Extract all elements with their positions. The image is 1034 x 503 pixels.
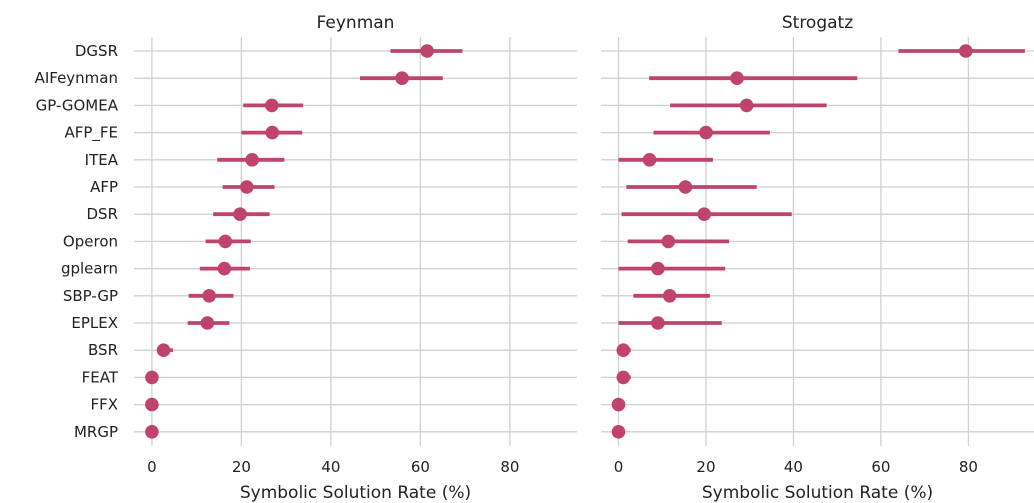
point-strogatz-bsr (616, 343, 631, 358)
point-strogatz-eplex (651, 316, 665, 330)
point-feynman-gplearn (217, 261, 232, 276)
x-tick-label-0: 0 (614, 458, 624, 476)
point-strogatz-aifeynman (730, 71, 744, 85)
x-tick-label-0: 0 (147, 458, 157, 476)
point-strogatz-dgsr (958, 44, 973, 58)
point-feynman-itea (245, 153, 259, 167)
point-strogatz-afp-fe (699, 125, 713, 140)
point-feynman-aifeynman (395, 71, 409, 85)
point-feynman-feat (145, 370, 159, 385)
category-labels: DGSR AIFeynman GP-GOMEA AFP_FE ITEA AFP DSR Ope… (35, 42, 119, 441)
point-strogatz-afp (678, 180, 693, 194)
point-feynman-sbp-gp (202, 289, 216, 303)
panel-strogatz: Strogatz 0 20 40 60 80 Symbolic Solution Rat… (601, 13, 1034, 503)
point-feynman-dgsr (420, 44, 434, 58)
point-strogatz-ffx (611, 397, 626, 412)
point-strogatz-sbp-gp (662, 289, 677, 303)
panel-feynman: Feynman DGSR AIFeynman GP-GOMEA AFP_FE ITEA A… (35, 13, 577, 503)
category-label-bsr: BSR (88, 341, 118, 359)
category-label-itea: ITEA (85, 151, 119, 169)
data-marks (611, 44, 1025, 439)
point-feynman-eplex (200, 316, 215, 330)
point-feynman-afp (239, 180, 254, 194)
x-tick-label-40: 40 (321, 458, 340, 476)
category-label-gp-gomea: GP-GOMEA (36, 96, 119, 114)
x-tick-label-80: 80 (959, 458, 978, 476)
point-feynman-dsr (233, 207, 247, 221)
panel-title-feynman: Feynman (317, 13, 395, 33)
x-tick-label-80: 80 (500, 458, 519, 476)
x-tick-labels: 0 20 40 60 80 (147, 458, 519, 476)
x-tick-label-60: 60 (871, 458, 890, 476)
data-marks (145, 44, 463, 439)
category-label-afp-fe: AFP_FE (64, 124, 118, 143)
category-label-ffx: FFX (90, 396, 118, 414)
x-axis-label-strogatz: Symbolic Solution Rate (%) (702, 483, 933, 503)
point-feynman-gp-gomea (265, 98, 279, 113)
category-label-dgsr: DGSR (75, 42, 118, 60)
category-label-dsr: DSR (87, 205, 119, 223)
point-strogatz-itea (642, 153, 657, 167)
category-label-afp: AFP (90, 178, 118, 196)
point-strogatz-mrgp (611, 425, 626, 439)
panel-grid (134, 37, 577, 446)
panel-title-strogatz: Strogatz (782, 13, 853, 33)
x-axis-label-feynman: Symbolic Solution Rate (%) (240, 483, 471, 503)
x-tick-label-20: 20 (232, 458, 251, 476)
point-feynman-mrgp (145, 425, 159, 439)
category-label-feat: FEAT (82, 368, 119, 386)
category-label-sbp-gp: SBP-GP (63, 287, 118, 305)
point-feynman-ffx (145, 397, 159, 412)
point-strogatz-gp-gomea (739, 98, 754, 113)
point-feynman-operon (218, 234, 233, 249)
category-label-aifeynman: AIFeynman (35, 69, 118, 87)
point-feynman-afp-fe (265, 125, 280, 140)
x-tick-label-40: 40 (784, 458, 803, 476)
x-tick-label-20: 20 (696, 458, 715, 476)
point-strogatz-operon (661, 234, 676, 249)
category-label-eplex: EPLEX (71, 314, 118, 332)
point-strogatz-gplearn (651, 261, 665, 276)
x-tick-label-60: 60 (411, 458, 430, 476)
category-label-mrgp: MRGP (74, 423, 118, 441)
x-tick-labels: 0 20 40 60 80 (614, 458, 978, 476)
point-feynman-bsr (156, 343, 171, 358)
category-label-operon: Operon (63, 232, 118, 250)
category-label-gplearn: gplearn (61, 260, 118, 278)
point-strogatz-feat (616, 370, 631, 385)
point-strogatz-dsr (697, 207, 712, 221)
